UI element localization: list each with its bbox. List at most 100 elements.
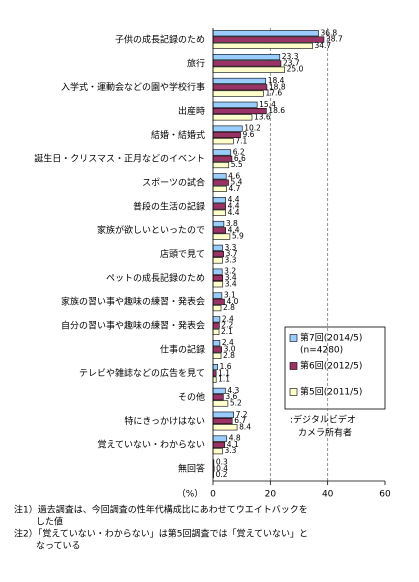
bar — [212, 233, 231, 240]
value-label: 23.7 — [283, 58, 300, 67]
value-label: 3.7 — [226, 249, 238, 258]
bar — [212, 42, 313, 49]
category-label: 仕事の記録 — [160, 343, 205, 355]
value-label: 5.5 — [231, 160, 243, 169]
value-label: 1.6 — [220, 362, 232, 371]
value-label: 17.6 — [265, 89, 282, 98]
value-label: 7.1 — [235, 136, 247, 145]
bar — [212, 251, 224, 258]
bar — [212, 417, 233, 425]
category-label: 家族が欲しいといったので — [97, 224, 205, 236]
bar — [212, 292, 223, 299]
footnote: なっている — [36, 541, 81, 552]
value-label: 4.0 — [226, 297, 238, 306]
category-label: 旅行 — [187, 57, 205, 69]
bar — [212, 36, 325, 43]
bar — [212, 305, 222, 312]
bar — [212, 149, 232, 156]
value-label: 3.3 — [224, 243, 236, 252]
bar — [212, 411, 234, 418]
bar — [212, 281, 224, 288]
category-label: その他 — [178, 391, 205, 403]
footnote: 注2）「覚えていない・わからない」は第5回調査では「覚えていない」と — [14, 528, 308, 540]
value-label: 4.4 — [228, 201, 240, 210]
category-label: 家族の習い事や趣味の練習・発表会 — [61, 296, 205, 308]
legend-swatch — [289, 334, 298, 342]
x-tick-label: 0 — [210, 490, 216, 500]
bar — [212, 400, 229, 407]
bar — [212, 90, 264, 97]
value-label: 34.7 — [314, 41, 331, 50]
value-label: 6.6 — [234, 154, 246, 163]
bar — [212, 322, 220, 329]
bar — [212, 257, 223, 264]
category-label: 入学式・運動会などの園や学校行事 — [61, 81, 205, 93]
value-label: 3.2 — [224, 267, 236, 276]
bar — [212, 441, 226, 448]
legend-label: 第6回(2012/5) — [300, 360, 362, 372]
category-label: 出産時 — [178, 105, 205, 117]
value-label: 0.4 — [216, 464, 228, 473]
value-label: 3.4 — [225, 279, 237, 288]
category-label: 誕生日・クリスマス・正月などのイベント — [34, 153, 205, 165]
bar — [212, 316, 221, 323]
value-label: 4.3 — [227, 386, 239, 395]
category-label: 店頭で見て — [160, 248, 205, 260]
value-label: 3.3 — [224, 255, 236, 264]
value-label: 3.8 — [226, 219, 238, 228]
bar — [212, 173, 227, 180]
x-unit: （%） — [177, 489, 204, 500]
bar — [212, 203, 226, 210]
value-label: 8.4 — [239, 422, 251, 431]
bar — [212, 60, 282, 67]
value-label: 5.9 — [232, 232, 244, 241]
bar — [212, 268, 223, 275]
value-label: 7.2 — [236, 410, 248, 419]
legend-box — [284, 326, 386, 410]
value-label: 1.1 — [218, 368, 230, 377]
category-label: 結婚・結婚式 — [151, 129, 205, 141]
legend-swatch — [289, 362, 298, 370]
legend-swatch — [289, 388, 298, 396]
category-label: 覚えていない・わからない — [97, 439, 205, 451]
bar — [212, 155, 233, 162]
bar — [212, 162, 230, 169]
value-label: 3.6 — [225, 392, 237, 401]
bar — [212, 179, 229, 186]
value-label: 1.1 — [218, 375, 230, 384]
bar — [212, 114, 253, 121]
bar — [212, 394, 224, 401]
value-label: 4.6 — [228, 171, 240, 180]
category-label: ペットの成長記録のため — [106, 272, 205, 284]
value-label: 4.7 — [228, 184, 240, 193]
value-label: 6.7 — [234, 416, 246, 425]
bar — [212, 352, 222, 359]
value-label: 10.2 — [244, 124, 261, 133]
value-label: 3.1 — [224, 291, 236, 300]
bar — [212, 138, 234, 145]
bar — [212, 66, 285, 73]
bar — [212, 54, 281, 61]
value-label: 2.4 — [222, 314, 234, 323]
x-tick-label: 40 — [322, 490, 334, 500]
category-label: 無回答 — [178, 463, 205, 475]
legend-note: (n=4280) — [300, 346, 343, 356]
bar — [212, 435, 228, 442]
bar — [212, 101, 258, 108]
value-label: 0.3 — [216, 457, 228, 466]
value-label: 0.2 — [216, 470, 228, 479]
value-label: 5.4 — [230, 178, 242, 187]
value-label: 6.2 — [233, 148, 245, 157]
bar — [212, 376, 217, 383]
value-label: 2.2 — [221, 321, 233, 330]
bar — [212, 448, 223, 455]
legend-label: 第5回(2011/5) — [300, 386, 362, 398]
footnote: した値 — [36, 516, 63, 528]
value-label: 23.3 — [282, 52, 299, 61]
bar — [212, 244, 223, 251]
category-label: テレビや雑誌などの広告を見て — [79, 367, 205, 379]
footnote: 注1）過去調査は、今回調査の性年代構成比にあわせてウエイトバックを — [14, 504, 308, 516]
category-label: スポーツの試合 — [142, 176, 205, 188]
bar — [212, 209, 226, 216]
bar — [212, 197, 226, 204]
